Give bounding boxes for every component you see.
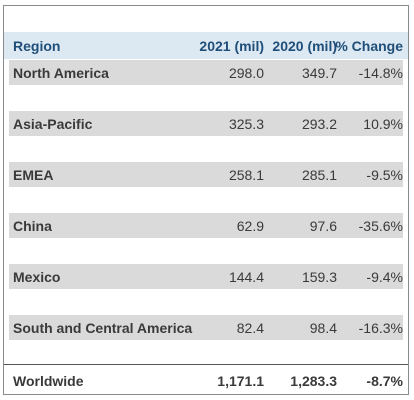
row-change-value: 10.9% xyxy=(363,115,403,132)
row-change-value: -14.8% xyxy=(358,64,403,81)
row-region: South and Central America xyxy=(13,319,193,336)
row-2021-value: 298.0 xyxy=(228,64,264,81)
header-2021: 2021 (mil) xyxy=(199,37,264,54)
row-region: EMEA xyxy=(13,166,54,183)
row-change-value: -16.3% xyxy=(358,319,403,336)
table-header: Region 2021 (mil) 2020 (mil) % Change xyxy=(4,32,408,59)
row-region: Asia-Pacific xyxy=(13,115,93,132)
row-2020-value: 293.2 xyxy=(301,115,337,132)
row-2020-value: 98.4 xyxy=(309,319,337,336)
row-2020-value: 349.7 xyxy=(301,64,337,81)
header-region: Region xyxy=(13,37,61,54)
table-row: Mexico 144.4 159.3 -9.4% xyxy=(9,264,403,289)
row-2020-value: 285.1 xyxy=(301,166,337,183)
table-total-row: Worldwide 1,171.1 1,283.3 -8.7% xyxy=(4,364,408,394)
table-row: EMEA 258.1 285.1 -9.5% xyxy=(9,162,403,187)
header-2020: 2020 (mil) xyxy=(272,37,337,54)
header-change: % Change xyxy=(335,37,403,54)
row-2021-value: 325.3 xyxy=(228,115,264,132)
total-2021-value: 1,171.1 xyxy=(217,372,264,389)
data-table: Region 2021 (mil) 2020 (mil) % Change No… xyxy=(3,5,409,395)
row-change-value: -9.4% xyxy=(366,268,403,285)
table-row: South and Central America 82.4 98.4 -16.… xyxy=(9,315,403,340)
row-2020-value: 97.6 xyxy=(309,217,337,234)
row-2020-value: 159.3 xyxy=(301,268,337,285)
total-region: Worldwide xyxy=(13,372,84,389)
table-row: China 62.9 97.6 -35.6% xyxy=(9,213,403,238)
total-2020-value: 1,283.3 xyxy=(290,372,337,389)
table-row: North America 298.0 349.7 -14.8% xyxy=(9,60,403,85)
table-row: Asia-Pacific 325.3 293.2 10.9% xyxy=(9,111,403,136)
row-change-value: -9.5% xyxy=(366,166,403,183)
row-region: North America xyxy=(13,64,109,81)
row-region: Mexico xyxy=(13,268,61,285)
row-2021-value: 62.9 xyxy=(236,217,264,234)
table-title xyxy=(4,6,408,9)
row-2021-value: 144.4 xyxy=(228,268,264,285)
row-2021-value: 82.4 xyxy=(236,319,264,336)
row-2021-value: 258.1 xyxy=(228,166,264,183)
row-change-value: -35.6% xyxy=(358,217,403,234)
row-region: China xyxy=(13,217,52,234)
total-change-value: -8.7% xyxy=(366,372,403,389)
